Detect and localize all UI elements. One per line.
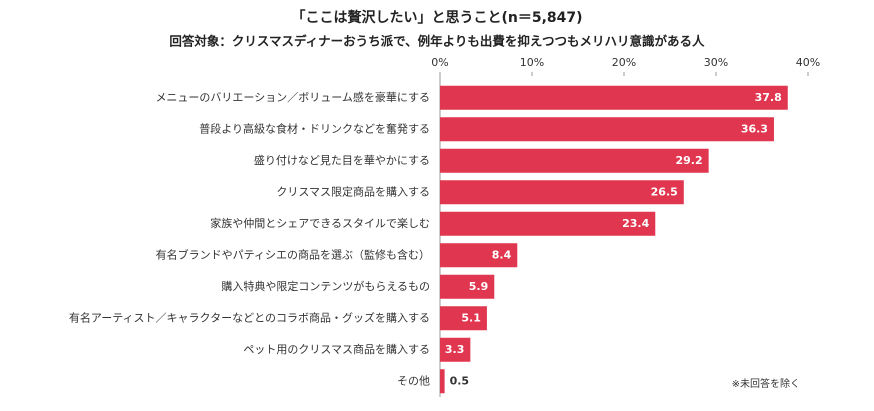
bar (440, 85, 788, 110)
bar (440, 274, 495, 299)
chart-subtitle: 回答対象：クリスマスディナーおうち派で、例年よりも出費を抑えつつもメリハリ意識が… (169, 34, 705, 49)
value-label: 23.4 (622, 217, 649, 230)
x-tick-label: 10% (520, 56, 544, 69)
bar (440, 211, 656, 236)
y-tick-label: 購入特典や限定コンテンツがもらえるもの (221, 279, 430, 293)
y-tick-label: 家族や仲間とシェアできるスタイルで楽しむ (210, 216, 430, 230)
y-tick-label: その他 (397, 374, 430, 387)
value-label: 29.2 (675, 154, 702, 167)
y-tick-label: クリスマス限定商品を購入する (276, 184, 430, 198)
value-label: 8.4 (492, 248, 512, 261)
value-label: 5.1 (461, 311, 481, 324)
bar (440, 337, 471, 362)
x-tick-label: 20% (612, 56, 636, 69)
value-label: 26.5 (651, 185, 678, 198)
y-tick-label: メニューのバリエーション／ボリューム感を豪華にする (155, 90, 430, 104)
value-label: 5.9 (469, 280, 489, 293)
y-tick-label: 有名ブランドやパティシエの商品を選ぶ（監修も含む） (156, 247, 430, 261)
value-label: 3.3 (445, 343, 465, 356)
y-tick-label: ペット用のクリスマス商品を購入する (243, 342, 430, 356)
chart-title: 「ここは贅沢したい」と思うこと(n＝5,847) (291, 9, 582, 26)
y-tick-label: 有名アーティスト／キャラクターなどとのコラボ商品・グッズを購入する (69, 310, 430, 324)
value-label: 37.8 (755, 91, 782, 104)
x-tick-label: 0% (431, 56, 448, 69)
bar (440, 369, 445, 394)
x-tick-label: 30% (704, 56, 728, 69)
bar (440, 117, 774, 142)
bar (440, 306, 487, 331)
y-tick-label: 盛り付けなど見た目を華やかにする (254, 153, 430, 167)
y-tick-label: 普段より高級な食材・ドリンクなどを奮発する (199, 121, 430, 135)
bar (440, 148, 709, 173)
bar (440, 180, 684, 205)
x-tick-label: 40% (796, 56, 820, 69)
value-label: 36.3 (741, 122, 768, 135)
value-label: 0.5 (450, 374, 470, 387)
bar (440, 243, 518, 268)
note: ※未回答を除く (732, 377, 800, 390)
